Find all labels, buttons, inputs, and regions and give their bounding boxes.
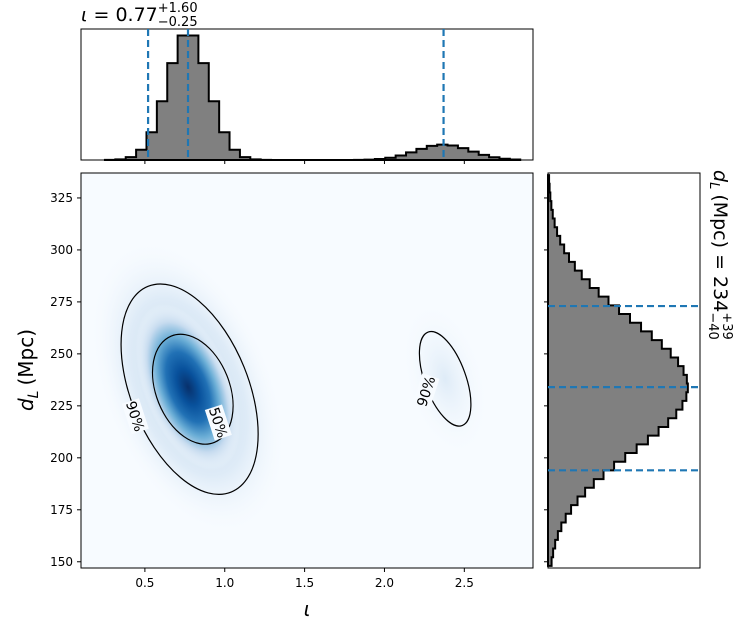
right-marginal-quantile-lines bbox=[548, 304, 700, 472]
contour-50-primary bbox=[151, 333, 234, 445]
density-peak-secondary bbox=[401, 300, 489, 457]
y-tick-label: 150 bbox=[50, 555, 73, 569]
y-axis-label: dL(Mpc) bbox=[14, 329, 42, 411]
y-tick-label: 325 bbox=[50, 191, 73, 205]
contour-label-bg bbox=[204, 404, 232, 441]
top-hist-bars bbox=[103, 34, 522, 161]
main-x-ticks: 0.5 1.0 1.5 2.0 2.5 bbox=[135, 568, 474, 590]
x-tick-label: 1.0 bbox=[215, 576, 234, 590]
contour-labels: 50%90%90% bbox=[121, 373, 440, 441]
x-axis-label: ι bbox=[304, 597, 311, 621]
x-tick-label: 2.5 bbox=[455, 576, 474, 590]
x-tick-label: 2.0 bbox=[375, 576, 394, 590]
top-marginal-title: ι = 0.77+1.60 −0.25 bbox=[81, 1, 198, 30]
main-density-panel: 0.5 1.0 1.5 2.0 2.5 150 175 200 225 250 275 300 325… bbox=[14, 172, 534, 621]
y-tick-label: 175 bbox=[50, 503, 73, 517]
right-marginal-ticks bbox=[544, 197, 548, 563]
y-tick-label: 250 bbox=[50, 347, 73, 361]
top-marginal-ticks bbox=[144, 160, 465, 164]
main-y-ticks: 150 175 200 225 250 275 300 325 bbox=[50, 191, 81, 569]
contour-label-bg bbox=[121, 398, 149, 435]
right-hist-bars bbox=[547, 174, 689, 567]
y-tick-label: 275 bbox=[50, 295, 73, 309]
right-marginal-title: dL(Mpc) = 234+39−40 bbox=[705, 170, 734, 340]
y-tick-label: 300 bbox=[50, 243, 73, 257]
x-tick-label: 1.5 bbox=[295, 576, 314, 590]
right-marginal-histogram bbox=[547, 174, 689, 567]
top-marginal-histogram bbox=[103, 34, 522, 161]
top-marginal-panel: ι = 0.77+1.60 −0.25 bbox=[80, 1, 534, 164]
right-marginal-panel: dL(Mpc) = 234+39−40 bbox=[544, 170, 734, 569]
y-tick-label: 200 bbox=[50, 451, 73, 465]
contour-label-bg bbox=[412, 373, 440, 410]
y-tick-label: 225 bbox=[50, 399, 73, 413]
main-frame bbox=[80, 172, 534, 569]
x-tick-label: 0.5 bbox=[135, 576, 154, 590]
